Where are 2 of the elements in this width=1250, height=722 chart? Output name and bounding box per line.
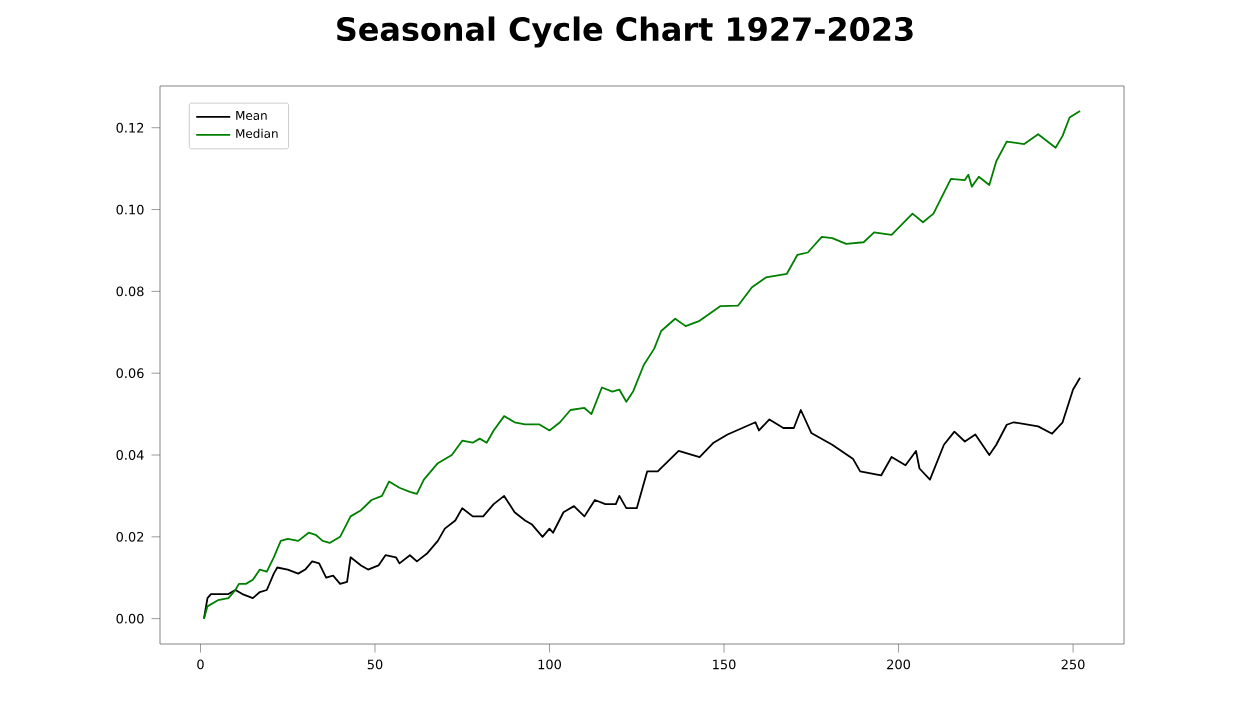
- line-series: [203, 110, 1081, 620]
- chart-title: Seasonal Cycle Chart 1927-2023: [337, 16, 913, 48]
